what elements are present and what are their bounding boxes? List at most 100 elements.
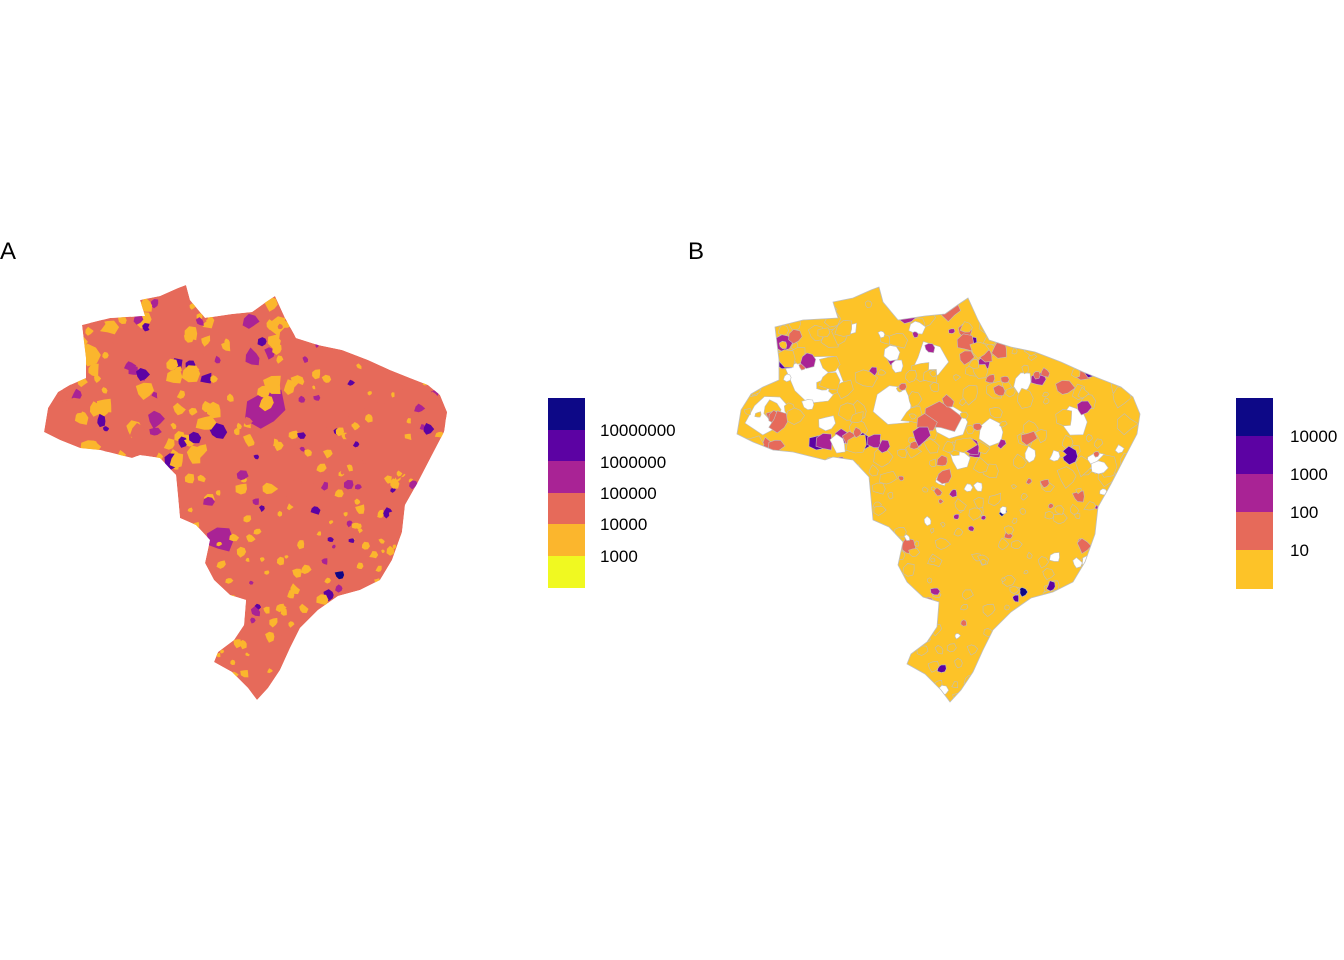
map-b-region (834, 320, 853, 337)
map-b-region (868, 558, 880, 572)
map-b-region (929, 370, 937, 378)
map-a-region (222, 690, 231, 697)
map-b-region (904, 681, 919, 692)
map-b-region (1049, 449, 1061, 462)
map-b-region (1026, 551, 1033, 559)
map-a-region (357, 693, 368, 700)
map-b-region (1056, 466, 1077, 489)
map-a-region (402, 556, 410, 564)
map-b-region (829, 433, 846, 454)
map-b-region (1105, 497, 1116, 509)
map-b-region (873, 665, 883, 673)
map-a-region (445, 373, 447, 379)
map-a-region (353, 335, 361, 343)
map-b-region (867, 553, 880, 562)
map-a-region (137, 455, 152, 467)
map-b-region (914, 540, 920, 547)
map-b-region (999, 420, 1008, 428)
map-b-region (819, 589, 828, 598)
map-a-region (154, 663, 162, 668)
map-a-region (334, 571, 345, 580)
map-b-region (992, 384, 1006, 397)
map-b-region (777, 324, 789, 336)
map-b-region (845, 494, 850, 499)
map-b-region (1126, 344, 1140, 361)
map-b-region (1013, 453, 1027, 469)
map-a-region (447, 396, 451, 401)
map-b-region (965, 424, 975, 435)
map-b-region (754, 411, 762, 418)
map-a-region (427, 375, 437, 385)
map-b-region (879, 696, 892, 702)
map-b-region (962, 589, 974, 600)
map-b-region (786, 467, 800, 480)
map-a-region (408, 641, 413, 647)
map-a-region (160, 573, 166, 581)
map-b-region (816, 673, 824, 681)
map-b-region (1036, 651, 1046, 662)
map-a-region (361, 460, 366, 464)
map-b-region (1123, 654, 1133, 665)
map-b-region (770, 299, 784, 315)
map-a-region (239, 639, 247, 650)
map-b-region (1044, 510, 1055, 520)
map-a-region (113, 620, 121, 628)
map-a-region (233, 563, 238, 567)
map-a-region (404, 536, 415, 545)
map-b-region (896, 690, 905, 699)
map-a-region (195, 415, 217, 430)
map-b-region (908, 320, 926, 335)
map-b-region (1077, 693, 1090, 702)
map-b-region (875, 541, 887, 552)
map-b-region (1085, 694, 1091, 700)
map-a-region (149, 462, 165, 479)
map-b-region (979, 305, 996, 321)
map-a-region (357, 405, 362, 410)
map-a-region (357, 528, 363, 534)
map-a-region (58, 605, 68, 615)
map-a-region (148, 524, 155, 530)
map-a-region (323, 308, 329, 315)
map-b-region (1040, 367, 1051, 378)
map-a-region (388, 671, 395, 680)
legend-a-swatch-1 (548, 398, 585, 430)
map-b-region (927, 660, 940, 673)
map-a-region (215, 490, 221, 496)
map-a-region (403, 679, 408, 685)
map-a-region (149, 427, 162, 436)
map-b-region (845, 434, 867, 454)
map-a-region (406, 418, 411, 424)
map-b-region (854, 369, 878, 388)
map-a-region (210, 671, 216, 675)
map-b-region (1053, 689, 1058, 694)
map-b-region (831, 619, 839, 627)
map-a-region (383, 658, 394, 669)
map-b-region (852, 584, 859, 590)
map-b-region (844, 689, 851, 698)
map-a-region (152, 491, 170, 508)
map-b-region (868, 464, 879, 477)
map-a-region (214, 355, 221, 364)
map-a-region (66, 397, 85, 414)
map-a-region (134, 574, 145, 586)
map-a-region (262, 482, 279, 495)
map-a-region (390, 488, 396, 493)
map-a-region (412, 689, 421, 698)
map-b-region (932, 487, 943, 497)
map-b-region (817, 327, 831, 338)
map-b-region (865, 562, 873, 570)
map-a-region (371, 594, 376, 600)
map-b-region (801, 615, 811, 625)
map-a-region (298, 395, 306, 403)
map-a-region (372, 336, 383, 344)
map-b-region (1066, 297, 1077, 308)
map-a-region (215, 629, 223, 637)
map-b-region (833, 527, 845, 538)
map-b-region (954, 633, 961, 640)
map-b-region (1131, 370, 1139, 380)
map-a-region (316, 531, 322, 536)
map-b-region (936, 468, 952, 485)
map-a-region (375, 307, 383, 315)
map-a-region (178, 436, 189, 448)
map-a-region (372, 637, 378, 642)
